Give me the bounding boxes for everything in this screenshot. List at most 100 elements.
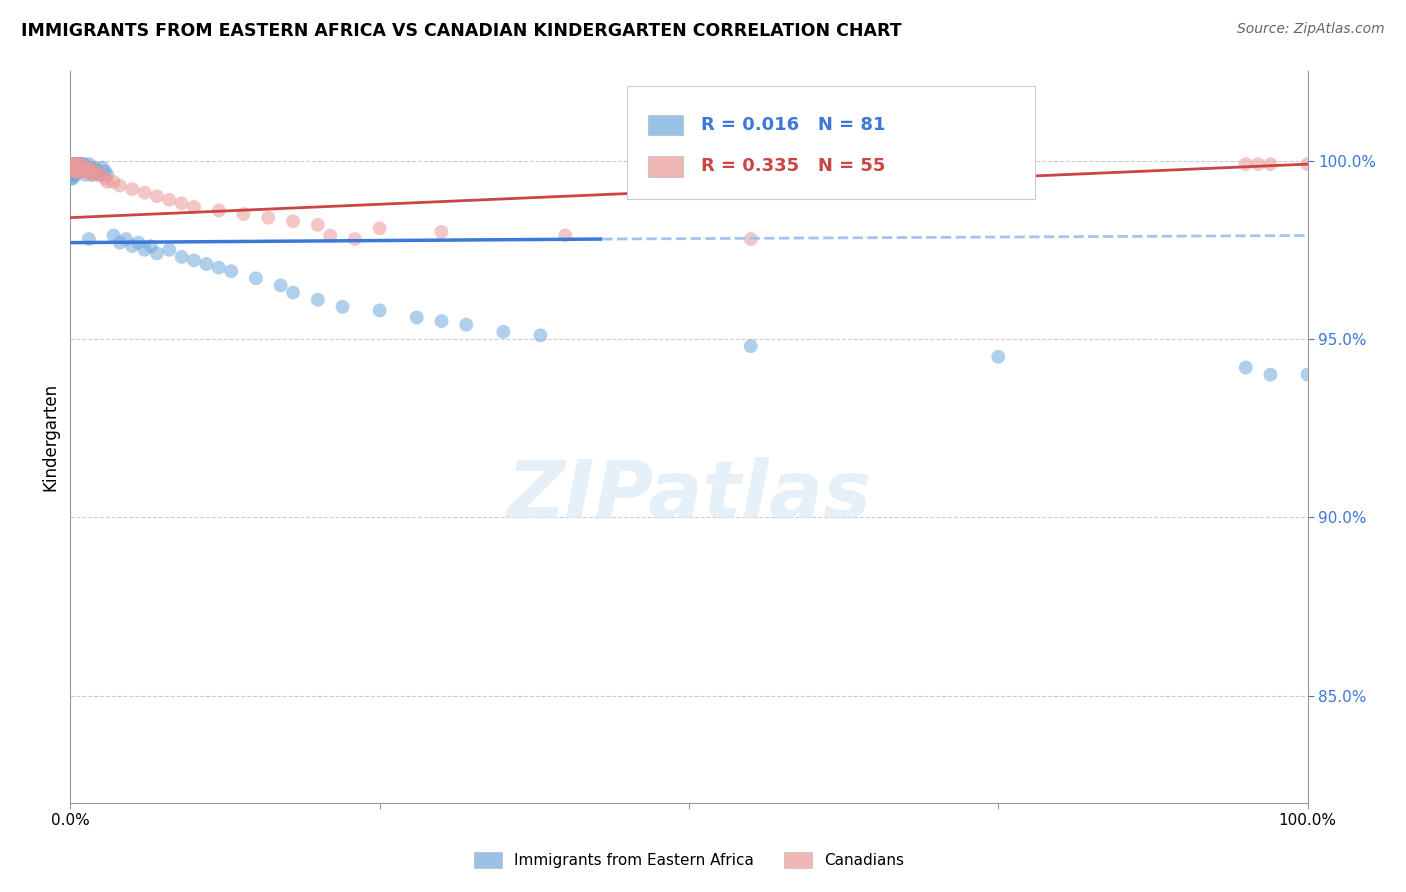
Point <box>72 164 94 178</box>
Point <box>245 271 267 285</box>
Point <box>67 164 90 178</box>
Point <box>65 164 87 178</box>
Point <box>60 161 83 175</box>
Point <box>65 168 87 182</box>
Point <box>492 325 515 339</box>
Point <box>72 157 94 171</box>
Point <box>65 161 87 175</box>
Point <box>69 157 91 171</box>
Point <box>65 161 87 175</box>
Point <box>96 168 118 182</box>
Point <box>94 171 117 186</box>
Point <box>62 157 84 171</box>
Point <box>170 250 193 264</box>
Point <box>62 171 84 186</box>
Point <box>72 161 94 175</box>
Point <box>430 225 453 239</box>
Point <box>73 164 96 178</box>
Point <box>62 168 84 182</box>
Point <box>1260 368 1282 382</box>
Point <box>63 161 86 175</box>
Point <box>66 161 89 175</box>
Point <box>75 164 97 178</box>
Point <box>1247 157 1270 171</box>
Point <box>1296 368 1319 382</box>
Point <box>75 161 97 175</box>
Point <box>987 350 1010 364</box>
Point <box>65 164 87 178</box>
Point <box>65 164 87 178</box>
Point <box>307 218 329 232</box>
Point <box>257 211 280 225</box>
Point <box>108 235 131 250</box>
Point <box>307 293 329 307</box>
Point <box>368 303 391 318</box>
Point <box>65 157 87 171</box>
Point <box>108 178 131 193</box>
Point <box>103 175 125 189</box>
Point <box>987 157 1010 171</box>
Point <box>62 164 84 178</box>
Point <box>76 161 98 175</box>
Point <box>77 157 100 171</box>
Point <box>60 157 83 171</box>
Point <box>368 221 391 235</box>
Point <box>456 318 478 332</box>
Point <box>66 157 89 171</box>
Point <box>740 339 762 353</box>
Text: R = 0.016   N = 81: R = 0.016 N = 81 <box>702 116 886 134</box>
Legend: Immigrants from Eastern Africa, Canadians: Immigrants from Eastern Africa, Canadian… <box>474 853 904 868</box>
Point <box>65 164 87 178</box>
Point <box>170 196 193 211</box>
Text: ZIPatlas: ZIPatlas <box>506 457 872 534</box>
Point <box>82 168 104 182</box>
Point <box>139 239 162 253</box>
Point <box>84 161 107 175</box>
Point <box>183 200 205 214</box>
Point <box>1296 157 1319 171</box>
Point <box>69 161 91 175</box>
Point <box>740 232 762 246</box>
Point <box>195 257 218 271</box>
Point <box>332 300 354 314</box>
Point <box>84 164 107 178</box>
Point <box>115 232 138 246</box>
Point <box>80 161 103 175</box>
Point <box>127 235 149 250</box>
Point <box>76 164 98 178</box>
Point <box>208 260 231 275</box>
Point <box>134 243 156 257</box>
Point <box>70 161 93 175</box>
Point <box>60 171 83 186</box>
Point <box>86 164 108 178</box>
Point <box>65 157 87 171</box>
Point <box>96 175 118 189</box>
Point <box>343 232 366 246</box>
Point <box>232 207 254 221</box>
Point <box>121 182 143 196</box>
FancyBboxPatch shape <box>627 86 1035 200</box>
Point <box>86 168 108 182</box>
Point <box>67 164 90 178</box>
Point <box>157 243 180 257</box>
Point <box>60 157 83 171</box>
Point <box>62 164 84 178</box>
Point <box>63 168 86 182</box>
Point <box>63 161 86 175</box>
Point <box>62 161 84 175</box>
Point <box>66 164 89 178</box>
Point <box>83 164 105 178</box>
Point <box>70 161 93 175</box>
Point <box>554 228 576 243</box>
Point <box>146 189 169 203</box>
FancyBboxPatch shape <box>648 114 683 135</box>
Point <box>62 157 84 171</box>
Point <box>281 214 304 228</box>
Point <box>73 157 96 171</box>
Point <box>405 310 427 325</box>
Point <box>529 328 551 343</box>
Text: R = 0.335   N = 55: R = 0.335 N = 55 <box>702 158 886 176</box>
Point <box>66 164 89 178</box>
Point <box>319 228 342 243</box>
Point <box>1234 157 1257 171</box>
